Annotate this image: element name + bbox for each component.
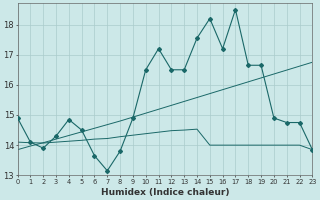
X-axis label: Humidex (Indice chaleur): Humidex (Indice chaleur) [101, 188, 229, 197]
